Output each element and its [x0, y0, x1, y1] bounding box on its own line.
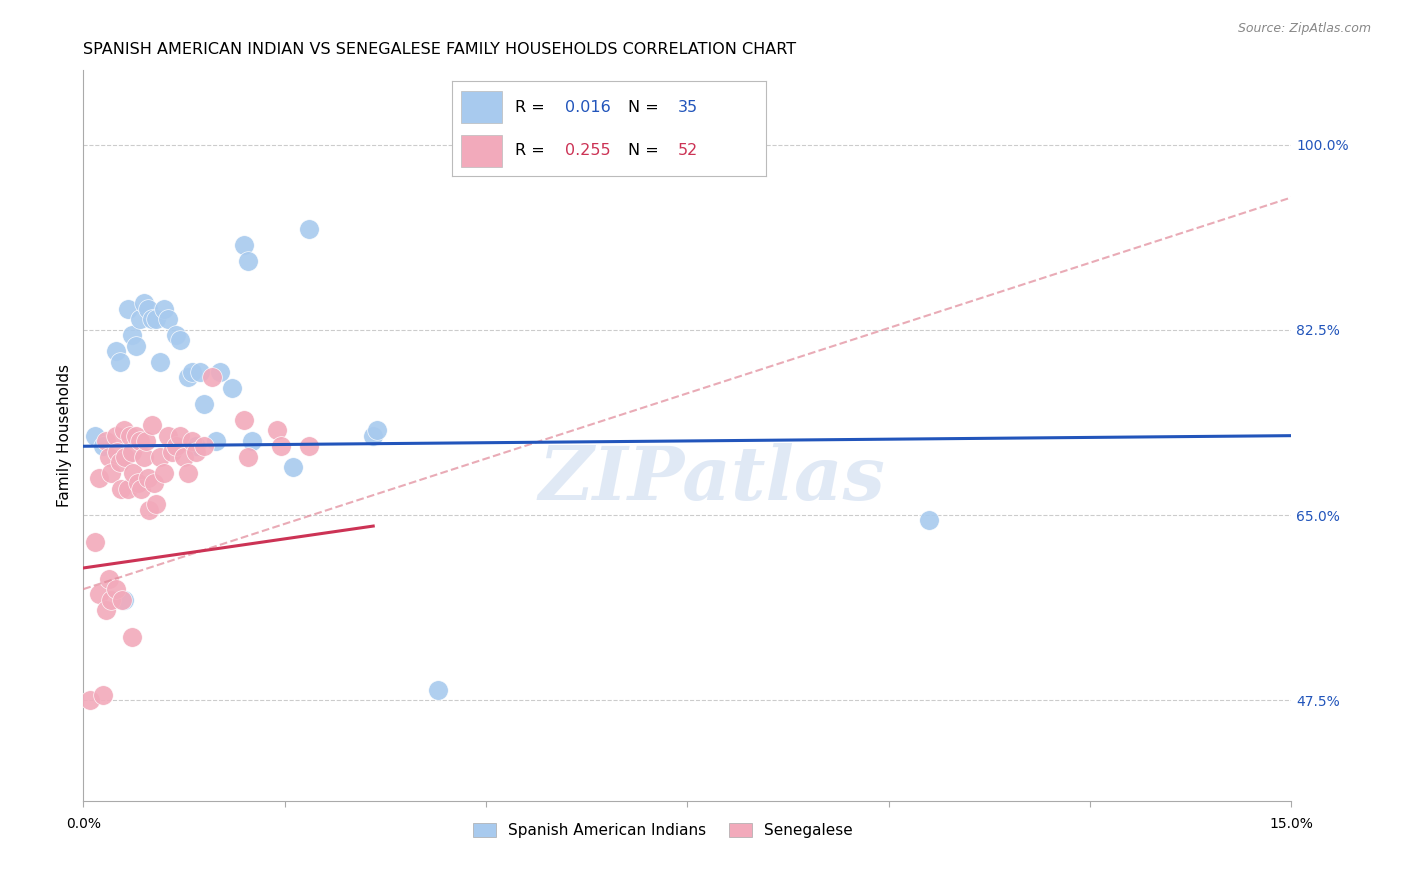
- Point: [94, 434, 117, 448]
- Point: [104, 343, 127, 358]
- Point: [188, 365, 211, 379]
- Point: [117, 482, 139, 496]
- Point: [209, 365, 232, 379]
- Point: [84, 534, 107, 549]
- Point: [141, 418, 163, 433]
- Text: Source: ZipAtlas.com: Source: ZipAtlas.com: [1237, 22, 1371, 36]
- Point: [201, 370, 224, 384]
- Point: [138, 502, 160, 516]
- Point: [89, 587, 111, 601]
- Text: 15.0%: 15.0%: [1270, 817, 1313, 830]
- Point: [108, 354, 131, 368]
- Point: [181, 434, 204, 448]
- Point: [184, 439, 207, 453]
- Point: [121, 444, 143, 458]
- Point: [160, 444, 183, 458]
- Point: [145, 312, 167, 326]
- Point: [112, 423, 135, 437]
- Point: [128, 434, 150, 448]
- Point: [121, 630, 143, 644]
- Text: ZIPatlas: ZIPatlas: [538, 443, 884, 516]
- Point: [266, 423, 288, 437]
- Point: [156, 312, 179, 326]
- Point: [98, 572, 121, 586]
- Point: [361, 428, 384, 442]
- Point: [177, 466, 200, 480]
- Point: [205, 434, 228, 448]
- Point: [122, 466, 145, 480]
- Point: [193, 397, 215, 411]
- Text: 0.0%: 0.0%: [66, 817, 101, 830]
- Point: [108, 455, 131, 469]
- Point: [89, 471, 111, 485]
- Point: [193, 439, 215, 453]
- Text: SPANISH AMERICAN INDIAN VS SENEGALESE FAMILY HOUSEHOLDS CORRELATION CHART: SPANISH AMERICAN INDIAN VS SENEGALESE FA…: [83, 42, 796, 57]
- Point: [93, 439, 115, 453]
- Point: [281, 460, 304, 475]
- Point: [110, 482, 132, 496]
- Point: [79, 693, 101, 707]
- Y-axis label: Family Households: Family Households: [58, 364, 72, 508]
- Point: [124, 339, 146, 353]
- Point: [918, 513, 941, 527]
- Point: [114, 450, 136, 464]
- Point: [143, 476, 166, 491]
- Point: [177, 370, 200, 384]
- Legend: Spanish American Indians, Senegalese: Spanish American Indians, Senegalese: [467, 817, 859, 845]
- Point: [173, 450, 195, 464]
- Point: [112, 592, 135, 607]
- Point: [242, 434, 264, 448]
- Point: [233, 413, 256, 427]
- Point: [153, 301, 176, 316]
- Point: [149, 450, 172, 464]
- Point: [270, 439, 292, 453]
- Point: [298, 439, 321, 453]
- Point: [169, 428, 191, 442]
- Point: [141, 312, 163, 326]
- Point: [136, 301, 159, 316]
- Point: [104, 428, 127, 442]
- Point: [169, 334, 191, 348]
- Point: [136, 471, 159, 485]
- Point: [98, 450, 121, 464]
- Point: [238, 450, 260, 464]
- Point: [149, 354, 172, 368]
- Point: [132, 296, 155, 310]
- Point: [121, 328, 143, 343]
- Point: [129, 482, 152, 496]
- Point: [426, 682, 449, 697]
- Point: [132, 450, 155, 464]
- Point: [153, 466, 176, 480]
- Point: [127, 476, 149, 491]
- Point: [111, 592, 134, 607]
- Point: [156, 428, 179, 442]
- Point: [105, 444, 128, 458]
- Point: [145, 498, 167, 512]
- Point: [117, 301, 139, 316]
- Point: [165, 328, 187, 343]
- Point: [181, 365, 204, 379]
- Point: [100, 466, 122, 480]
- Point: [100, 592, 122, 607]
- Point: [233, 238, 256, 252]
- Point: [104, 582, 127, 596]
- Point: [238, 254, 260, 268]
- Point: [165, 439, 187, 453]
- Point: [84, 428, 107, 442]
- Point: [94, 603, 117, 617]
- Point: [135, 434, 157, 448]
- Point: [366, 423, 388, 437]
- Point: [118, 428, 141, 442]
- Point: [128, 312, 150, 326]
- Point: [221, 381, 243, 395]
- Point: [184, 444, 207, 458]
- Point: [93, 688, 115, 702]
- Point: [124, 428, 146, 442]
- Point: [298, 222, 321, 236]
